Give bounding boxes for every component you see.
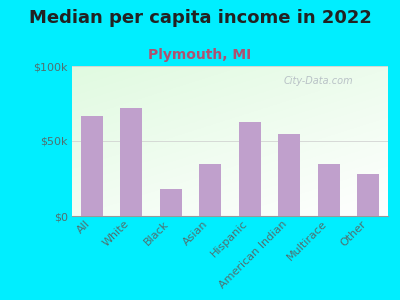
Text: Median per capita income in 2022: Median per capita income in 2022 [28,9,372,27]
Bar [357,174,379,216]
Bar [278,134,300,216]
Bar [239,122,261,216]
Bar [318,164,340,216]
Bar [120,108,142,216]
Bar [160,189,182,216]
Bar [199,164,221,216]
Text: City-Data.com: City-Data.com [284,76,353,86]
Bar [81,116,103,216]
Text: Plymouth, MI: Plymouth, MI [148,48,252,62]
